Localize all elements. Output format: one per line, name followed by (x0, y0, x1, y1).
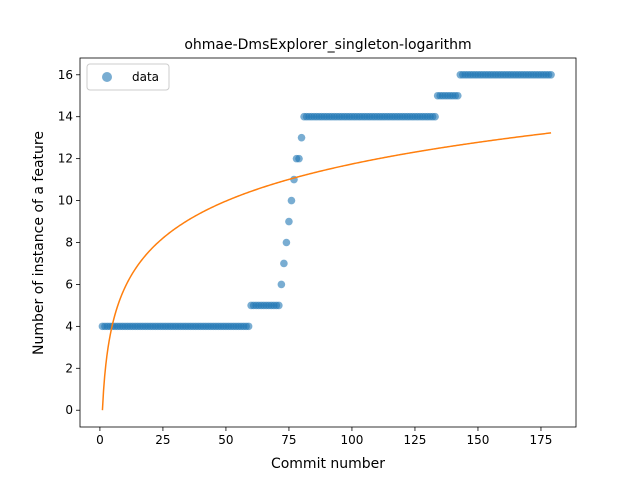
legend: data (86, 63, 170, 91)
x-axis-title: Commit number (271, 456, 385, 472)
x-tick-label: 175 (530, 433, 553, 447)
data-point (282, 238, 291, 247)
data-point (297, 133, 306, 142)
legend-box (86, 63, 170, 91)
y-axis: 0 2 4 6 8 10 12 14 16 (58, 68, 80, 417)
x-tick-label: 50 (218, 433, 233, 447)
data-point (295, 154, 303, 163)
y-tick-label: 10 (58, 194, 73, 208)
legend-label-data: data (132, 70, 159, 84)
chart-title: ohmae-DmsExplorer_singleton-logarithm (184, 37, 471, 53)
x-tick-label: 0 (96, 433, 104, 447)
fit-line (101, 132, 552, 411)
y-tick-label: 0 (65, 403, 73, 417)
legend-marker-data (102, 72, 112, 82)
y-tick-label: 14 (58, 110, 73, 124)
data-point (285, 217, 293, 226)
data-point (453, 91, 462, 100)
y-tick-label: 16 (58, 68, 73, 82)
y-tick-label: 6 (65, 277, 73, 291)
x-tick-label: 125 (403, 433, 426, 447)
y-axis-title: Number of instance of a feature (31, 131, 47, 355)
y-tick-label: 4 (65, 319, 73, 333)
x-tick-label: 25 (155, 433, 170, 447)
data-point (280, 259, 288, 268)
data-point (275, 301, 283, 310)
x-tick-label: 100 (340, 433, 363, 447)
data-point (287, 196, 296, 205)
x-axis: 0 25 50 75 100 125 150 175 (96, 427, 552, 447)
data-point (277, 280, 286, 289)
data-point (244, 322, 253, 331)
data-point (431, 112, 439, 121)
y-tick-label: 2 (65, 361, 73, 375)
y-tick-label: 8 (65, 236, 73, 250)
x-tick-label: 150 (467, 433, 490, 447)
y-tick-label: 12 (58, 152, 73, 166)
plot-area (79, 57, 577, 428)
x-tick-label: 75 (281, 433, 296, 447)
data-point (547, 70, 555, 79)
